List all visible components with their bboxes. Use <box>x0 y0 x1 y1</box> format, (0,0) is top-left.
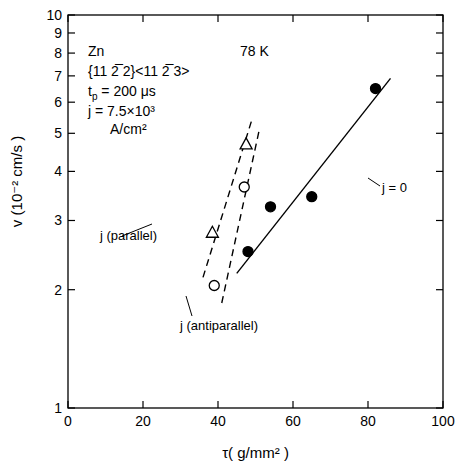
x-tick-label: 60 <box>285 413 301 429</box>
fit-line <box>203 120 252 277</box>
x-tick <box>442 15 443 22</box>
x-tick <box>67 401 68 408</box>
y-tick <box>436 75 443 76</box>
callout-leader <box>186 296 192 316</box>
annotation-text: j = 7.5×10³ <box>87 103 155 119</box>
point <box>239 182 249 192</box>
y-tick-label: 3 <box>54 212 62 228</box>
y-tick <box>68 220 75 221</box>
x-tick <box>142 401 143 408</box>
series-label: j (antiparallel) <box>179 318 258 333</box>
y-tick <box>68 102 75 103</box>
x-tick <box>292 401 293 408</box>
y-tick-label: 5 <box>54 125 62 141</box>
y-tick-label: 9 <box>54 25 62 41</box>
y-tick-label: 6 <box>54 94 62 110</box>
annotation-text: A/cm² <box>110 121 147 137</box>
fit-line <box>222 130 260 303</box>
annotation-text: = 200 μs <box>97 83 155 99</box>
annotation: A/cm² <box>110 121 147 137</box>
annotation-text: Zn <box>88 43 104 59</box>
y-tick <box>436 52 443 53</box>
y-tick <box>436 14 443 15</box>
x-tick <box>67 15 68 22</box>
fit-line <box>237 78 391 273</box>
point <box>206 226 218 237</box>
x-axis-label: τ( g/mm² ) <box>222 444 289 461</box>
x-tick <box>217 15 218 22</box>
point <box>243 247 253 257</box>
x-tick <box>142 15 143 22</box>
annotation: 78 K <box>240 43 269 59</box>
y-tick-label: 2 <box>54 282 62 298</box>
y-tick <box>68 75 75 76</box>
plot-area <box>203 78 391 303</box>
x-tick-label: 20 <box>135 413 151 429</box>
x-tick-label: 40 <box>210 413 226 429</box>
y-tick <box>68 171 75 172</box>
y-tick-label: 4 <box>54 163 62 179</box>
chart: 0 20 40 60 80 100 1 2 3 4 5 6 7 8 9 10 τ( g/mm² ) v (10⁻²… <box>0 0 467 475</box>
annotation: j = 7.5×10³ <box>87 103 155 119</box>
point <box>266 202 276 212</box>
x-tick <box>367 401 368 408</box>
x-tick <box>292 15 293 22</box>
x-tick-label: 100 <box>431 413 455 429</box>
series-label: j = 0 <box>381 180 407 195</box>
point <box>209 280 219 290</box>
y-tick <box>68 52 75 53</box>
y-tick-label: 1 <box>54 400 62 416</box>
series-label: j (parallel) <box>99 228 157 243</box>
y-tick <box>436 32 443 33</box>
y-tick-label: 10 <box>46 7 62 23</box>
point <box>240 138 252 149</box>
y-tick <box>68 407 75 408</box>
x-tick-label: 0 <box>64 413 72 429</box>
y-tick <box>68 32 75 33</box>
x-tick <box>367 15 368 22</box>
y-tick <box>436 102 443 103</box>
point <box>371 84 381 94</box>
annotation-text: {11 2̅ 2}<11 2̅ 3> <box>88 63 189 79</box>
annotation: Zn <box>88 43 104 59</box>
annotation: {11 2̅ 2}<11 2̅ 3> <box>88 63 189 79</box>
y-tick <box>68 289 75 290</box>
callout-leader <box>368 178 380 186</box>
annotation-text: 78 K <box>240 43 269 59</box>
y-tick <box>436 171 443 172</box>
x-tick <box>217 401 218 408</box>
point <box>307 192 317 202</box>
y-tick <box>436 289 443 290</box>
y-tick <box>436 407 443 408</box>
y-tick <box>436 133 443 134</box>
y-tick-label: 8 <box>54 45 62 61</box>
y-axis-label: v (10⁻² cm/s ) <box>8 136 25 227</box>
annotation: tp = 200 μs <box>88 83 156 102</box>
y-tick <box>68 133 75 134</box>
y-tick-label: 7 <box>54 68 62 84</box>
y-tick <box>436 220 443 221</box>
plot-frame <box>68 15 443 408</box>
x-tick-label: 80 <box>360 413 376 429</box>
y-tick <box>68 14 75 15</box>
x-tick <box>442 401 443 408</box>
